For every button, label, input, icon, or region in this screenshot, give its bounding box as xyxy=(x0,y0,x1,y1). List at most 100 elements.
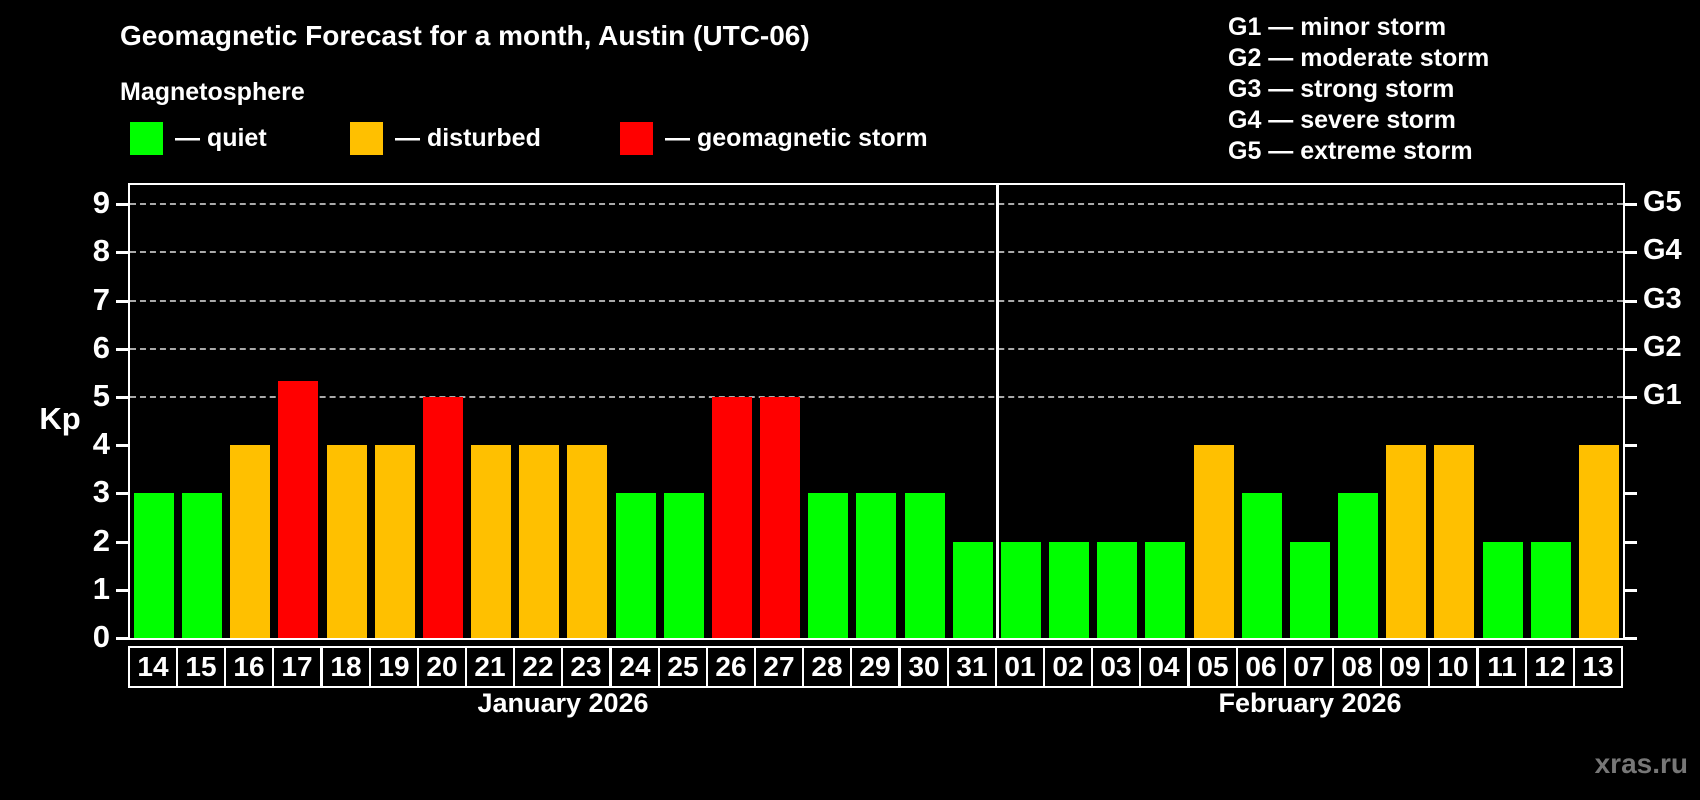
bar xyxy=(1434,445,1474,638)
y-axis-tick-left xyxy=(116,348,128,351)
g-axis-label-g5: G5 xyxy=(1643,186,1682,218)
g2-legend-line: G2 — moderate storm xyxy=(1228,44,1490,72)
storm-color-swatch xyxy=(620,122,653,155)
bar xyxy=(712,397,752,638)
disturbed-color-swatch xyxy=(350,122,383,155)
page-title: Geomagnetic Forecast for a month, Austin… xyxy=(120,20,810,51)
magnetosphere-label: Magnetosphere xyxy=(120,78,305,106)
bar-date-label: 10 xyxy=(1428,646,1478,688)
legend-item-quiet: — quiet xyxy=(130,122,267,155)
bar xyxy=(375,445,415,638)
g-axis-label-g1: G1 xyxy=(1643,379,1682,411)
bar-date-label: 23 xyxy=(561,646,611,688)
y-tick-label: 8 xyxy=(92,233,110,268)
bar-date-label: 21 xyxy=(465,646,515,688)
bar xyxy=(1290,542,1330,638)
bar-date-label: 25 xyxy=(658,646,708,688)
bar-date-label: 08 xyxy=(1332,646,1382,688)
y-axis-tick-left xyxy=(116,300,128,303)
month-divider-line xyxy=(996,185,999,638)
bar-date-label: 17 xyxy=(272,646,322,688)
kp-axis-label: Kp xyxy=(39,401,81,436)
bar xyxy=(1242,493,1282,638)
bar xyxy=(567,445,607,638)
y-axis-tick-left xyxy=(116,251,128,254)
y-axis-tick-right xyxy=(1625,203,1637,206)
bar-date-label: 13 xyxy=(1573,646,1623,688)
y-axis-tick-left xyxy=(116,589,128,592)
bar xyxy=(808,493,848,638)
bar-date-label: 27 xyxy=(754,646,804,688)
bar xyxy=(182,493,222,638)
y-tick-label: 4 xyxy=(92,426,110,461)
y-axis-tick-right xyxy=(1625,492,1637,495)
bar xyxy=(1145,542,1185,638)
y-axis-tick-right xyxy=(1625,637,1637,640)
bar xyxy=(134,493,174,638)
g1-legend-line: G1 — minor storm xyxy=(1228,13,1447,41)
legend-item-storm-label: — geomagnetic storm xyxy=(665,124,928,152)
month-label: January 2026 xyxy=(477,688,649,718)
bar-date-label: 24 xyxy=(610,646,660,688)
bar-date-label: 16 xyxy=(224,646,274,688)
bar-date-label: 26 xyxy=(706,646,756,688)
g-axis-label-g4: G4 xyxy=(1643,234,1682,266)
y-axis-tick-left xyxy=(116,541,128,544)
y-axis-tick-right xyxy=(1625,444,1637,447)
bar xyxy=(327,445,367,638)
bar xyxy=(1049,542,1089,638)
g3-legend-line: G3 — strong storm xyxy=(1228,75,1455,103)
y-axis-tick-right xyxy=(1625,396,1637,399)
bar-date-label: 02 xyxy=(1043,646,1093,688)
gridline-kp5 xyxy=(130,396,1623,398)
y-tick-label: 9 xyxy=(92,185,110,220)
bar xyxy=(664,493,704,638)
y-tick-label: 6 xyxy=(92,330,110,365)
y-tick-label: 3 xyxy=(92,474,110,509)
bar xyxy=(905,493,945,638)
bar xyxy=(1483,542,1523,638)
bar xyxy=(760,397,800,638)
y-axis-tick-right xyxy=(1625,300,1637,303)
gridline-kp7 xyxy=(130,300,1623,302)
y-tick-label: 1 xyxy=(92,571,110,606)
plot-frame xyxy=(128,183,1625,640)
bar xyxy=(953,542,993,638)
y-axis-tick-right xyxy=(1625,251,1637,254)
legend-item-quiet-label: — quiet xyxy=(175,124,267,152)
y-axis-tick-left xyxy=(116,396,128,399)
bar-date-label: 01 xyxy=(995,646,1045,688)
gridline-kp8 xyxy=(130,251,1623,253)
bar xyxy=(856,493,896,638)
bar-date-label: 11 xyxy=(1477,646,1527,688)
bar xyxy=(1531,542,1571,638)
bar-date-label: 09 xyxy=(1380,646,1430,688)
y-axis-tick-left xyxy=(116,203,128,206)
g-axis-label-g2: G2 xyxy=(1643,331,1682,363)
bar-date-label: 07 xyxy=(1284,646,1334,688)
g5-legend-line: G5 — extreme storm xyxy=(1228,137,1473,165)
bar-date-label: 14 xyxy=(128,646,178,688)
y-axis-tick-left xyxy=(116,492,128,495)
g4-legend-line: G4 — severe storm xyxy=(1228,106,1456,134)
bar xyxy=(1338,493,1378,638)
bar xyxy=(519,445,559,638)
y-tick-label: 7 xyxy=(92,282,110,317)
y-tick-label: 2 xyxy=(92,523,110,558)
bar xyxy=(230,445,270,638)
legend-item-storm: — geomagnetic storm xyxy=(620,122,928,155)
bar-date-label: 19 xyxy=(369,646,419,688)
y-axis-tick-right xyxy=(1625,589,1637,592)
bar xyxy=(1386,445,1426,638)
quiet-color-swatch xyxy=(130,122,163,155)
bar-date-label: 30 xyxy=(899,646,949,688)
y-axis-tick-right xyxy=(1625,348,1637,351)
bar-date-label: 31 xyxy=(947,646,997,688)
bar-date-label: 28 xyxy=(802,646,852,688)
watermark: xras.ru xyxy=(1594,748,1688,779)
g-axis-label-g3: G3 xyxy=(1643,283,1682,315)
bar-date-label: 29 xyxy=(850,646,900,688)
bar-date-label: 03 xyxy=(1091,646,1141,688)
